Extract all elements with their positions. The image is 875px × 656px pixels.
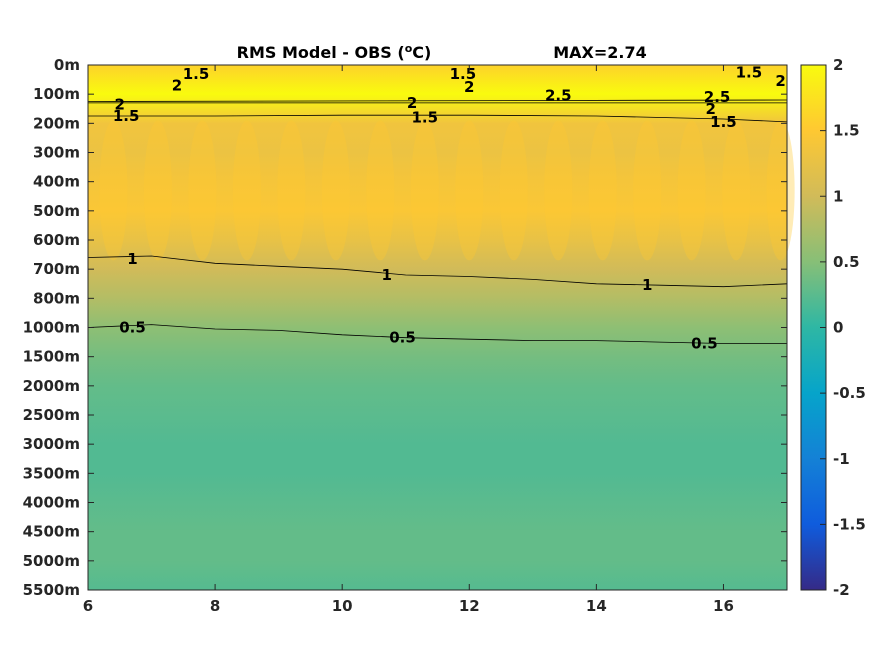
- contour-line: [87, 99, 788, 102]
- contour-label: 1.5: [710, 113, 737, 131]
- y-tick-label: 0m: [54, 56, 80, 74]
- warm-blob: [544, 120, 573, 261]
- warm-blob: [232, 120, 261, 261]
- y-tick-label: 1000m: [23, 319, 80, 337]
- y-tick-label: 2500m: [23, 406, 80, 424]
- y-tick-label: 4500m: [23, 523, 80, 541]
- warm-blob: [99, 120, 128, 261]
- x-axis: 6 8 10 12 14 16: [83, 65, 734, 615]
- y-axis: 0m 100m 200m 300m 400m 500m 600m 700m 800m 1000m 1…: [23, 56, 787, 599]
- contour-label: 0.5: [389, 329, 416, 347]
- y-tick-label: 1500m: [23, 348, 80, 366]
- contour-label: 2: [407, 94, 417, 112]
- contour-label: 2.5: [545, 87, 572, 105]
- y-tick-label: 700m: [33, 260, 80, 278]
- warm-blob: [677, 120, 706, 261]
- y-tick-label: 3500m: [23, 464, 80, 482]
- contour-label: 2.5: [704, 88, 731, 106]
- x-tick-label: 16: [713, 597, 734, 615]
- x-tick-label: 8: [210, 597, 220, 615]
- colorbar-tick-label: 0.5: [833, 253, 860, 271]
- colorbar-axis: 2 1.5 1 0.5 0 -0.5 -1 -1.5 -2: [820, 56, 866, 599]
- contour-label: 1.5: [113, 107, 140, 125]
- contour-label: 2: [464, 78, 474, 96]
- warm-blob: [277, 120, 306, 261]
- warm-blob: [366, 120, 395, 261]
- colorbar-tick-label: 1.5: [833, 122, 860, 140]
- contour-label: 0.5: [691, 335, 718, 353]
- contour-label: 2: [115, 95, 125, 113]
- x-tick-label: 6: [83, 597, 93, 615]
- contour-label: 2: [172, 76, 182, 94]
- colorbar-tick-label: 0: [833, 319, 843, 337]
- max-label: MAX=2.74: [553, 43, 647, 62]
- colorbar-tick-label: -1: [833, 450, 850, 468]
- contour-label: 1: [381, 266, 391, 284]
- x-tick-label: 14: [586, 597, 607, 615]
- contour-label: 1.5: [736, 63, 763, 81]
- heatmap-variations: [99, 120, 795, 261]
- contour-label: 1: [642, 276, 652, 294]
- heatmap-field: [88, 65, 787, 590]
- contour-label: 0.5: [119, 319, 146, 337]
- colorbar-tick-label: -1.5: [833, 515, 866, 533]
- contour-line: [87, 324, 787, 344]
- warm-blob: [410, 120, 439, 261]
- warm-blob: [188, 120, 217, 261]
- warm-blob: [633, 120, 662, 261]
- warm-blob: [455, 120, 484, 261]
- colorbar-tick-label: 1: [833, 187, 843, 205]
- y-tick-label: 100m: [33, 85, 80, 103]
- contour-label: 1.5: [412, 109, 439, 127]
- y-tick-label: 300m: [33, 144, 80, 162]
- colorbar-tick-label: 2: [833, 56, 843, 74]
- y-tick-label: 400m: [33, 173, 80, 191]
- warm-blob: [143, 120, 172, 261]
- y-tick-label: 5000m: [23, 552, 80, 570]
- y-tick-label: 5500m: [23, 581, 80, 599]
- warm-blob: [766, 120, 795, 261]
- x-tick-label: 12: [459, 597, 480, 615]
- y-tick-label: 500m: [33, 202, 80, 220]
- y-tick-label: 2000m: [23, 377, 80, 395]
- x-tick-label: 10: [332, 597, 353, 615]
- y-tick-label: 200m: [33, 114, 80, 132]
- contour-label: 1.5: [183, 65, 210, 83]
- chart-title: RMS Model - OBS (oC): [237, 42, 432, 62]
- y-tick-label: 600m: [33, 231, 80, 249]
- contour-lines: [87, 99, 788, 344]
- contour-line: [87, 255, 788, 288]
- y-tick-label: 4000m: [23, 494, 80, 512]
- warm-blob: [499, 120, 528, 261]
- contour-label: 2: [706, 100, 716, 118]
- contour-label: 1: [127, 250, 137, 268]
- warm-blob: [588, 120, 617, 261]
- warm-blob: [722, 120, 751, 261]
- warm-blob: [321, 120, 350, 261]
- y-tick-label: 3000m: [23, 435, 80, 453]
- contour-label: 2: [775, 72, 785, 90]
- contour-line: [88, 114, 788, 123]
- y-tick-label: 800m: [33, 289, 80, 307]
- colorbar-tick-label: -0.5: [833, 384, 866, 402]
- colorbar-tick-label: -2: [833, 581, 850, 599]
